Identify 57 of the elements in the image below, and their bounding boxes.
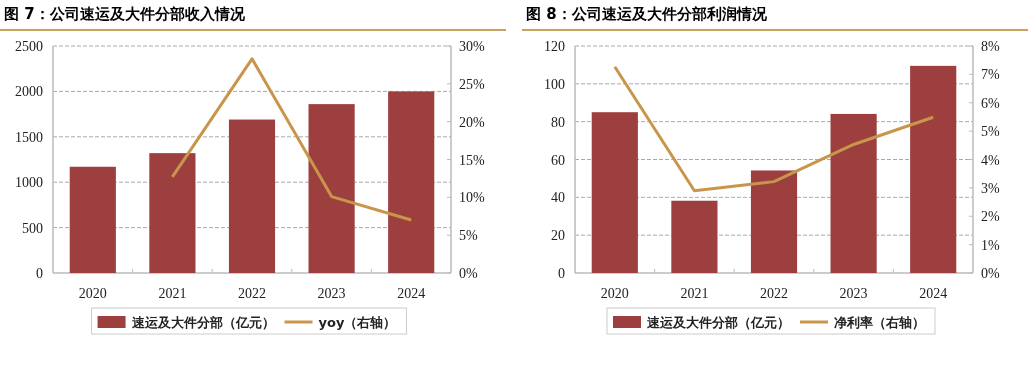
legend-label: yoy（右轴） xyxy=(318,315,397,330)
bar xyxy=(830,113,877,273)
y2-tick-label: 0% xyxy=(459,266,478,281)
bar xyxy=(750,170,798,273)
y2-tick-label: 30% xyxy=(459,39,485,54)
bar xyxy=(69,166,116,273)
y-tick-label: 0 xyxy=(558,266,565,281)
y-tick-label: 100 xyxy=(544,76,565,92)
y-tick-label: 1000 xyxy=(15,175,43,191)
y2-tick-label: 5% xyxy=(981,124,1000,140)
legend-label: 净利率（右轴） xyxy=(834,315,925,330)
x-tick-label: 2021 xyxy=(158,286,187,301)
y2-tick-label: 25% xyxy=(459,76,485,92)
bar xyxy=(671,200,718,273)
x-tick-label: 2022 xyxy=(760,286,788,301)
y2-tick-label: 15% xyxy=(459,152,485,168)
line-series xyxy=(613,65,935,193)
x-tick-label: 2022 xyxy=(238,286,266,301)
x-tick-label: 2021 xyxy=(680,286,709,301)
y-tick-label: 1500 xyxy=(15,129,43,145)
y2-tick-label: 0% xyxy=(981,266,1000,281)
x-tick-label: 2020 xyxy=(78,286,107,301)
bar xyxy=(308,104,355,273)
line-series xyxy=(170,57,413,222)
y-tick-label: 60 xyxy=(551,152,565,168)
bar xyxy=(228,119,276,273)
y-tick-label: 2500 xyxy=(15,39,43,54)
y2-tick-label: 2% xyxy=(981,209,1000,225)
y2-tick-label: 8% xyxy=(981,39,1000,54)
bar xyxy=(591,112,638,273)
y-tick-label: 120 xyxy=(544,39,565,54)
y2-tick-label: 6% xyxy=(981,95,1000,111)
legend-label: 速运及大件分部（亿元） xyxy=(647,315,790,330)
y2-tick-label: 20% xyxy=(459,114,485,130)
x-tick-label: 2023 xyxy=(839,286,868,301)
x-tick-label: 2024 xyxy=(397,286,426,301)
chart-title: 图 8：公司速运及大件分部利润情况 xyxy=(526,5,768,23)
y-tick-label: 80 xyxy=(551,114,565,130)
bar xyxy=(149,153,196,273)
chart-title: 图 7：公司速运及大件分部收入情况 xyxy=(4,5,246,23)
y-tick-label: 500 xyxy=(22,220,43,236)
x-tick-label: 2023 xyxy=(317,286,346,301)
y2-tick-label: 5% xyxy=(459,228,478,244)
y2-tick-label: 10% xyxy=(459,190,485,206)
y2-tick-label: 4% xyxy=(981,152,1000,168)
y2-tick-label: 3% xyxy=(981,180,1000,196)
y-tick-label: 0 xyxy=(36,266,43,281)
bar xyxy=(388,91,435,273)
y2-tick-label: 7% xyxy=(981,67,1000,83)
y-tick-label: 20 xyxy=(551,228,565,244)
legend-label: 速运及大件分部（亿元） xyxy=(131,315,275,330)
x-tick-label: 2020 xyxy=(600,286,629,301)
y-tick-label: 40 xyxy=(551,190,565,206)
bar xyxy=(910,65,957,273)
x-tick-label: 2024 xyxy=(919,286,948,301)
y-tick-label: 2000 xyxy=(15,84,43,100)
y2-tick-label: 1% xyxy=(981,237,1000,253)
